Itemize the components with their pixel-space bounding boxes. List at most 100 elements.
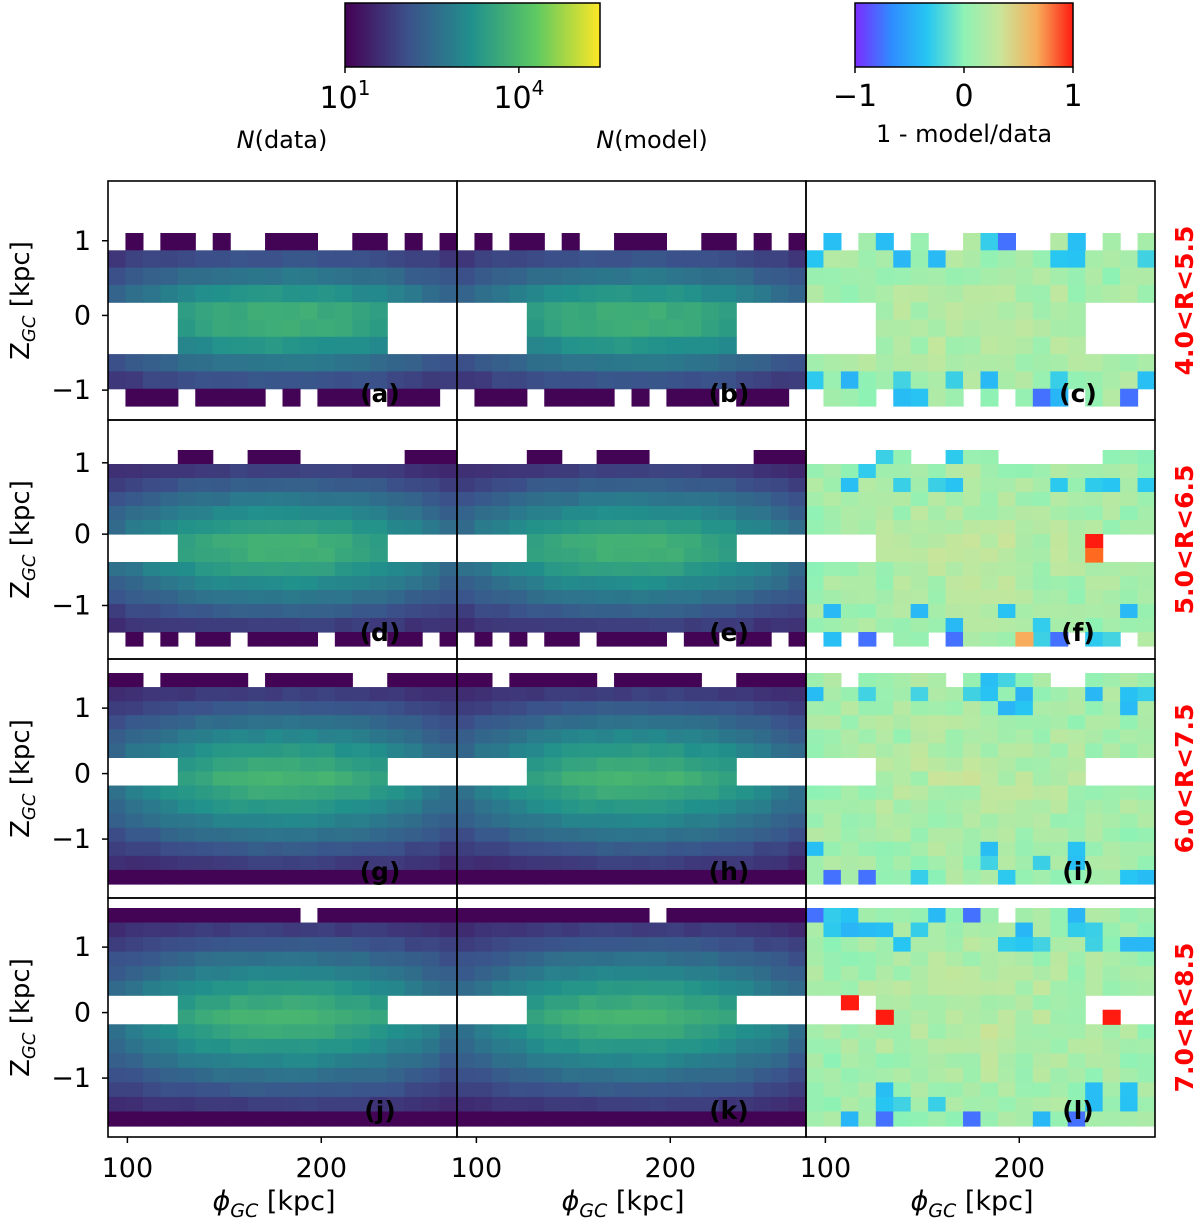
heatmap-cell — [683, 995, 702, 1011]
heatmap-cell — [1120, 966, 1139, 982]
heatmap-cell — [806, 354, 825, 372]
heatmap-cell — [544, 534, 563, 549]
heatmap-cell — [788, 1053, 806, 1069]
heatmap-cell — [980, 1096, 999, 1113]
heatmap-cell — [928, 799, 947, 815]
heatmap-cell — [666, 520, 685, 535]
heatmap-cell — [666, 371, 685, 390]
heatmap-cell — [125, 590, 144, 605]
heatmap-cell — [718, 562, 737, 577]
heatmap-cell — [282, 302, 301, 321]
heatmap-cell — [875, 715, 894, 730]
heatmap-cell — [666, 908, 685, 924]
heatmap-cell — [230, 618, 249, 633]
heatmap-cell — [1050, 590, 1069, 605]
heatmap-cell — [631, 302, 650, 321]
heatmap-cell — [893, 673, 912, 688]
heatmap-cell — [195, 1067, 214, 1083]
heatmap-cell — [177, 520, 196, 535]
heatmap-cell — [509, 354, 528, 372]
heatmap-cell — [177, 785, 196, 801]
heatmap-cell — [596, 576, 615, 591]
heatmap-cell — [928, 1067, 947, 1083]
heatmap-cell — [299, 966, 318, 982]
heatmap-cell — [509, 1038, 528, 1054]
heatmap-cell — [875, 922, 894, 938]
heatmap-cell — [1050, 841, 1069, 857]
heatmap-cell — [387, 1053, 406, 1069]
heatmap-cell — [980, 869, 999, 885]
heatmap-cell — [701, 813, 720, 829]
heatmap-cell — [1032, 951, 1051, 967]
heatmap-cell — [963, 520, 982, 535]
heatmap-cell — [1067, 319, 1086, 338]
heatmap-cell — [683, 908, 702, 924]
heatmap-cell — [1085, 632, 1104, 647]
heatmap-cell — [1085, 478, 1104, 493]
heatmap-cell — [683, 1082, 702, 1098]
heatmap-cell — [614, 785, 633, 801]
heatmap-cell — [666, 506, 685, 521]
heatmap-cell — [1050, 250, 1069, 269]
heatmap-cell — [928, 1024, 947, 1040]
heatmap-cell — [788, 576, 806, 591]
heatmap-cell — [893, 771, 912, 787]
heatmap-cell — [1067, 250, 1086, 269]
heatmap-cell — [544, 771, 563, 787]
heatmap-cell — [806, 478, 825, 493]
y-tick-label: 1 — [74, 932, 91, 963]
heatmap-cell — [526, 450, 545, 465]
heatmap-cell — [352, 937, 371, 953]
heatmap-cell — [352, 478, 371, 493]
heatmap-cell — [387, 980, 406, 996]
heatmap-cell — [683, 771, 702, 787]
heatmap-cell — [474, 937, 493, 953]
heatmap-cell — [980, 799, 999, 815]
heatmap-cell — [701, 995, 720, 1011]
heatmap-cell — [1015, 995, 1034, 1011]
heatmap-cell — [526, 1067, 545, 1083]
heatmap-cell — [1050, 233, 1069, 251]
heatmap-cell — [177, 827, 196, 843]
heatmap-cell — [439, 618, 457, 633]
heatmap-cell — [997, 1067, 1016, 1083]
heatmap-cell — [648, 827, 667, 843]
heatmap-cell — [771, 388, 790, 407]
heatmap-cell — [439, 1024, 457, 1040]
heatmap-cell — [980, 233, 999, 251]
heatmap-cell — [439, 284, 457, 303]
heatmap-cell — [561, 319, 580, 338]
heatmap-cell — [666, 354, 685, 372]
heatmap-cell — [701, 250, 720, 269]
heatmap-cell — [1050, 492, 1069, 507]
heatmap-cell — [875, 1082, 894, 1098]
heatmap-cell — [265, 336, 284, 355]
heatmap-cell — [404, 354, 423, 372]
heatmap-cell — [177, 450, 196, 465]
heatmap-cell — [771, 354, 790, 372]
heatmap-cell — [317, 284, 336, 303]
heatmap-cell — [1015, 813, 1034, 829]
heatmap-cell — [1102, 922, 1121, 938]
heatmap-cell — [963, 478, 982, 493]
heatmap-cell — [457, 1067, 476, 1083]
heatmap-cell — [561, 1038, 580, 1054]
heatmap-cell — [579, 869, 598, 885]
heatmap-cell — [928, 729, 947, 744]
heatmap-cell — [125, 520, 144, 535]
heatmap-cell — [491, 604, 510, 619]
heatmap-cell — [718, 1067, 737, 1083]
heatmap-cell — [980, 1038, 999, 1054]
heatmap-cell — [701, 869, 720, 885]
heatmap-cell — [823, 233, 842, 251]
heatmap-cell — [875, 980, 894, 996]
panel-label: (f) — [1061, 618, 1095, 647]
heatmap-cell — [980, 371, 999, 390]
heatmap-cell — [945, 371, 964, 390]
heatmap-cell — [387, 354, 406, 372]
heatmap-cell — [317, 757, 336, 773]
heatmap-cell — [788, 922, 806, 938]
heatmap-cell — [806, 464, 825, 479]
heatmap-cell — [858, 590, 877, 605]
heatmap-cell — [840, 729, 859, 744]
